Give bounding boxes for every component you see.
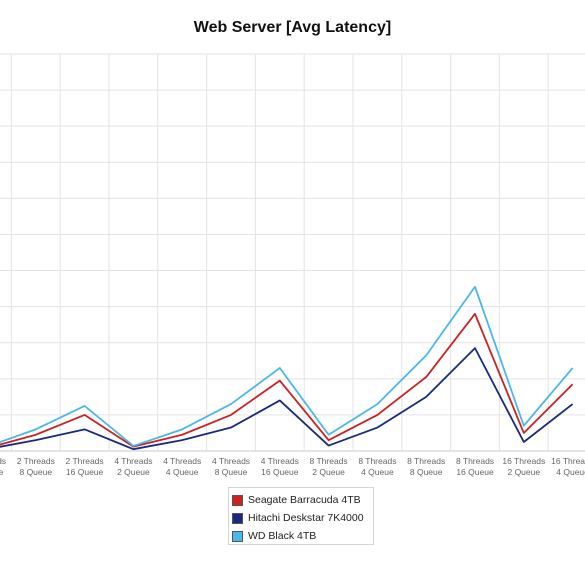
x-tick-label: 4 Threads 4 Queue	[163, 456, 201, 477]
x-tick-label: 4 Threads 8 Queue	[212, 456, 250, 477]
x-tick-label: 2 Threads 16 Queue	[66, 456, 104, 477]
legend-item: Hitachi Deskstar 7K4000	[232, 509, 373, 527]
x-tick-label: 16 Threads 2 Queue	[502, 456, 545, 477]
x-tick-label: 2 Threads 8 Queue	[17, 456, 55, 477]
series-line-1	[0, 312, 574, 448]
legend-item: Seagate Barracuda 4TB	[232, 491, 373, 509]
legend-label: WD Black 4TB	[248, 530, 317, 542]
chart-legend: Seagate Barracuda 4TB Hitachi Deskstar 7K…	[228, 487, 374, 545]
legend-swatch	[232, 530, 243, 542]
legend-swatch	[232, 494, 243, 506]
series-line-3	[0, 285, 574, 447]
x-tick-label: 8 Threads 2 Queue	[310, 456, 348, 477]
legend-label: Seagate Barracuda 4TB	[248, 494, 361, 506]
legend-swatch	[232, 512, 243, 524]
x-tick-label: 4 Threads 2 Queue	[114, 456, 152, 477]
series-line-2	[0, 347, 574, 451]
legend-label: Hitachi Deskstar 7K4000	[248, 512, 364, 524]
x-tick-label: 4 Threads 16 Queue	[261, 456, 299, 477]
legend-item: WD Black 4TB	[232, 527, 373, 545]
x-tick-label: 8 Threads 16 Queue	[456, 456, 494, 477]
x-tick-label: 8 Threads 8 Queue	[407, 456, 445, 477]
x-tick-label: 8 Threads 4 Queue	[358, 456, 396, 477]
chart-title: Web Server [Avg Latency]	[193, 19, 392, 36]
